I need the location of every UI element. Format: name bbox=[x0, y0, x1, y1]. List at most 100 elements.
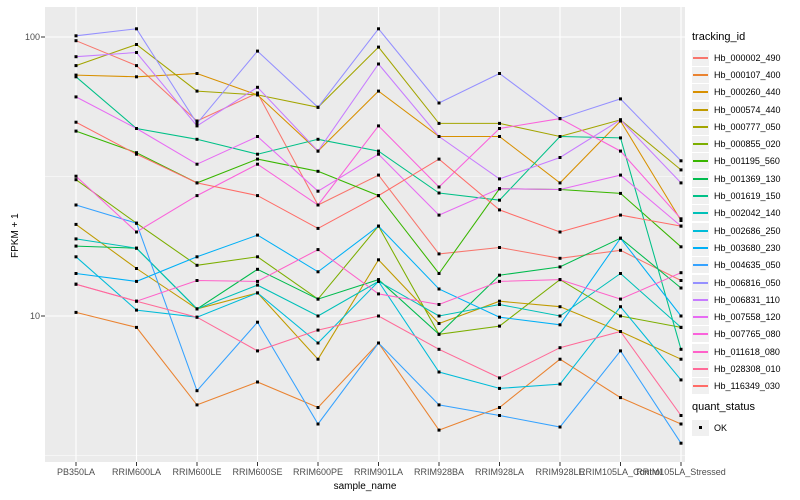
data-point bbox=[256, 291, 259, 295]
data-point bbox=[316, 406, 320, 409]
data-point bbox=[135, 325, 138, 329]
data-point bbox=[316, 149, 320, 153]
legend-key-icon bbox=[692, 153, 709, 170]
data-point bbox=[437, 287, 441, 291]
legend-key-line bbox=[693, 367, 708, 370]
data-point bbox=[195, 137, 199, 141]
data-point bbox=[377, 224, 380, 228]
data-point bbox=[679, 224, 683, 228]
data-point bbox=[498, 121, 501, 125]
quant-ok-key bbox=[692, 419, 709, 436]
legend-row-Hb_116349_030: Hb_116349_030 bbox=[692, 378, 781, 395]
legend-label: Hb_007558_120 bbox=[714, 312, 781, 323]
data-point bbox=[619, 118, 622, 122]
data-point bbox=[135, 152, 138, 156]
data-point bbox=[498, 299, 501, 303]
legend-key-icon bbox=[692, 170, 709, 187]
legend-key-icon bbox=[692, 136, 709, 153]
data-point bbox=[316, 137, 320, 141]
legend-key-line bbox=[693, 177, 708, 180]
legend-key-line bbox=[693, 246, 708, 249]
data-point bbox=[558, 305, 562, 309]
data-point bbox=[135, 279, 138, 283]
data-point bbox=[619, 97, 622, 101]
legend-key-icon bbox=[692, 239, 709, 256]
data-point bbox=[74, 222, 78, 226]
data-point bbox=[679, 286, 683, 290]
data-point bbox=[558, 323, 562, 327]
data-point bbox=[498, 273, 501, 277]
data-point bbox=[256, 162, 259, 166]
legend-row-Hb_007765_080: Hb_007765_080 bbox=[692, 326, 781, 343]
data-point bbox=[377, 194, 380, 198]
legend-key-line bbox=[693, 73, 708, 76]
data-point bbox=[74, 282, 78, 286]
data-point bbox=[619, 173, 622, 177]
data-point bbox=[195, 403, 199, 407]
data-point bbox=[679, 314, 683, 318]
data-point bbox=[74, 34, 78, 38]
x-tick-label-RRIM600LA: RRIM600LA bbox=[111, 467, 162, 477]
legend-key-icon bbox=[692, 360, 709, 377]
data-point bbox=[498, 127, 501, 130]
data-point bbox=[377, 173, 380, 177]
x-tick-label-RRIM928LA: RRIM928LA bbox=[474, 467, 525, 477]
data-point bbox=[74, 272, 78, 275]
data-point bbox=[135, 221, 138, 225]
data-point bbox=[316, 270, 320, 274]
data-point bbox=[195, 119, 199, 123]
data-point bbox=[135, 246, 138, 250]
data-point bbox=[619, 330, 622, 333]
data-point bbox=[558, 135, 562, 138]
data-point bbox=[195, 72, 199, 75]
data-point bbox=[679, 181, 683, 185]
data-point bbox=[437, 157, 441, 161]
data-point bbox=[679, 279, 683, 282]
legend-key-line bbox=[693, 333, 708, 336]
data-point bbox=[498, 324, 501, 328]
data-point bbox=[256, 283, 259, 287]
data-point bbox=[74, 244, 78, 248]
legend-row-Hb_000855_020: Hb_000855_020 bbox=[692, 135, 781, 153]
data-point bbox=[377, 292, 380, 296]
data-point bbox=[558, 156, 562, 159]
legend-label: Hb_002042_140 bbox=[714, 208, 781, 219]
legend-label: Hb_000260_440 bbox=[714, 87, 781, 98]
data-point bbox=[558, 278, 562, 282]
legend-quant-status: OK bbox=[692, 419, 727, 436]
data-point bbox=[377, 278, 380, 282]
legend-key-icon bbox=[692, 274, 709, 291]
data-point bbox=[256, 255, 259, 259]
legend-key-icon bbox=[692, 188, 709, 205]
legend-key-icon bbox=[692, 101, 709, 118]
data-point bbox=[74, 203, 78, 207]
data-point bbox=[437, 135, 441, 138]
legend-key-line bbox=[693, 385, 708, 388]
data-point bbox=[558, 425, 562, 429]
data-point bbox=[74, 55, 78, 59]
data-point bbox=[74, 120, 78, 124]
data-point bbox=[437, 322, 441, 325]
data-point bbox=[377, 27, 380, 31]
data-point bbox=[74, 95, 78, 99]
data-point bbox=[135, 230, 138, 234]
x-tick-label-RRIM901LA: RRIM901LA bbox=[353, 467, 404, 477]
data-point bbox=[256, 91, 259, 95]
data-point bbox=[498, 177, 501, 181]
legend-key-icon bbox=[692, 309, 709, 326]
data-point bbox=[135, 308, 138, 312]
data-point bbox=[619, 349, 622, 353]
data-point bbox=[679, 414, 683, 417]
legend-key-icon bbox=[692, 291, 709, 308]
x-tick-label-RRIM600LE: RRIM600LE bbox=[172, 467, 222, 477]
data-point bbox=[377, 279, 380, 283]
legend-label: Hb_003680_230 bbox=[714, 242, 781, 253]
data-point bbox=[195, 307, 199, 311]
legend-row-Hb_001619_150: Hb_001619_150 bbox=[692, 187, 781, 205]
legend-label: Hb_002686_250 bbox=[714, 225, 781, 236]
data-point bbox=[437, 191, 441, 195]
legend-label: Hb_007765_080 bbox=[714, 329, 781, 340]
data-point bbox=[619, 305, 622, 309]
data-point bbox=[619, 272, 622, 275]
data-point bbox=[256, 349, 259, 353]
